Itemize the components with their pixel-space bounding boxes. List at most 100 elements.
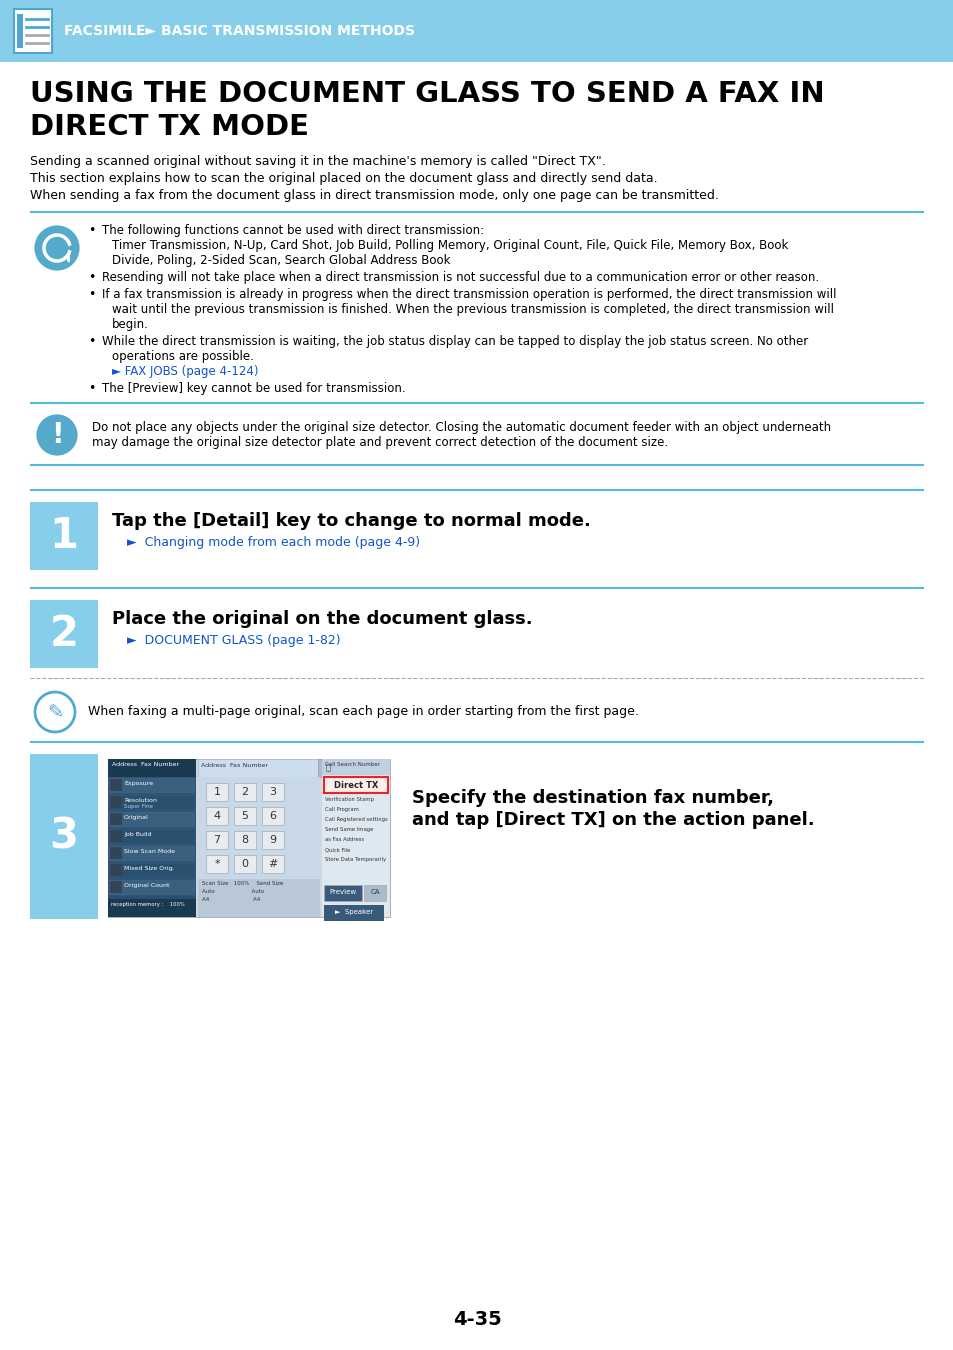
Text: Timer Transmission, N-Up, Card Shot, Job Build, Polling Memory, Original Count, : Timer Transmission, N-Up, Card Shot, Job…	[112, 239, 787, 252]
FancyBboxPatch shape	[317, 759, 337, 778]
FancyBboxPatch shape	[233, 783, 255, 801]
Text: CA: CA	[370, 890, 379, 895]
FancyBboxPatch shape	[198, 778, 319, 896]
FancyBboxPatch shape	[108, 899, 195, 917]
FancyBboxPatch shape	[110, 796, 122, 809]
Text: The [Preview] key cannot be used for transmission.: The [Preview] key cannot be used for tra…	[102, 382, 405, 396]
Text: 3: 3	[269, 787, 276, 796]
Text: begin.: begin.	[112, 319, 149, 331]
FancyBboxPatch shape	[324, 904, 384, 921]
FancyBboxPatch shape	[14, 9, 52, 53]
FancyBboxPatch shape	[262, 807, 284, 825]
Text: Mixed Size Orig.: Mixed Size Orig.	[124, 865, 174, 871]
Text: 1: 1	[213, 787, 220, 796]
Text: Resending will not take place when a direct transmission is not successful due t: Resending will not take place when a dir…	[102, 271, 819, 284]
Text: Scan Size   100%    Send Size: Scan Size 100% Send Size	[202, 882, 283, 886]
FancyBboxPatch shape	[108, 759, 195, 917]
Text: wait until the previous transmission is finished. When the previous transmission: wait until the previous transmission is …	[112, 302, 833, 316]
FancyBboxPatch shape	[206, 807, 228, 825]
FancyBboxPatch shape	[198, 879, 319, 917]
FancyBboxPatch shape	[30, 755, 98, 919]
Text: Exposure: Exposure	[124, 782, 153, 786]
Text: The following functions cannot be used with direct transmission:: The following functions cannot be used w…	[102, 224, 483, 238]
FancyBboxPatch shape	[110, 882, 122, 892]
FancyBboxPatch shape	[233, 855, 255, 873]
FancyBboxPatch shape	[233, 832, 255, 849]
Text: FACSIMILE► BASIC TRANSMISSION METHODS: FACSIMILE► BASIC TRANSMISSION METHODS	[64, 24, 415, 38]
Text: and tap [Direct TX] on the action panel.: and tap [Direct TX] on the action panel.	[412, 811, 814, 829]
Text: 2: 2	[50, 613, 78, 655]
FancyBboxPatch shape	[110, 813, 122, 825]
FancyBboxPatch shape	[262, 783, 284, 801]
Text: When faxing a multi-page original, scan each page in order starting from the fir: When faxing a multi-page original, scan …	[88, 705, 639, 718]
Text: Direct TX: Direct TX	[334, 782, 377, 790]
Text: Store Data Temporarily: Store Data Temporarily	[325, 857, 386, 863]
FancyBboxPatch shape	[0, 0, 953, 62]
FancyBboxPatch shape	[109, 863, 194, 878]
Text: 2: 2	[241, 787, 249, 796]
Text: Call Search Number: Call Search Number	[325, 761, 379, 767]
Text: Address  Fax Number: Address Fax Number	[201, 763, 268, 768]
Text: 6: 6	[269, 811, 276, 821]
Text: Place the original on the document glass.: Place the original on the document glass…	[112, 610, 532, 628]
Text: Original Count: Original Count	[124, 883, 170, 888]
Text: 3: 3	[50, 815, 78, 857]
FancyBboxPatch shape	[262, 855, 284, 873]
Text: Do not place any objects under the original size detector. Closing the automatic: Do not place any objects under the origi…	[91, 421, 830, 433]
FancyBboxPatch shape	[30, 599, 98, 668]
Text: •: •	[88, 271, 95, 284]
Text: ✎: ✎	[47, 703, 63, 722]
Text: Specify the destination fax number,: Specify the destination fax number,	[412, 788, 773, 807]
FancyBboxPatch shape	[17, 14, 23, 49]
FancyBboxPatch shape	[108, 759, 390, 917]
Text: 4-35: 4-35	[452, 1310, 501, 1328]
Text: ►  Speaker: ► Speaker	[335, 909, 373, 915]
Text: 🔍: 🔍	[325, 764, 330, 772]
Text: ► FAX JOBS (page 4-124): ► FAX JOBS (page 4-124)	[112, 364, 258, 378]
Circle shape	[33, 224, 81, 271]
FancyBboxPatch shape	[109, 829, 194, 844]
FancyBboxPatch shape	[110, 779, 122, 791]
FancyBboxPatch shape	[206, 783, 228, 801]
FancyBboxPatch shape	[109, 795, 194, 810]
FancyBboxPatch shape	[206, 832, 228, 849]
Text: 7: 7	[213, 836, 220, 845]
Text: Tap the [Detail] key to change to normal mode.: Tap the [Detail] key to change to normal…	[112, 512, 590, 531]
Text: Send Same Image: Send Same Image	[325, 828, 373, 832]
Text: A4                         A4: A4 A4	[202, 896, 260, 902]
Text: Original: Original	[124, 815, 149, 819]
FancyBboxPatch shape	[233, 807, 255, 825]
Text: may damage the original size detector plate and prevent correct detection of the: may damage the original size detector pl…	[91, 436, 667, 450]
FancyBboxPatch shape	[322, 759, 390, 775]
Text: ►  Changing mode from each mode (page 4-9): ► Changing mode from each mode (page 4-9…	[127, 536, 419, 549]
FancyBboxPatch shape	[110, 830, 122, 842]
Text: 1: 1	[50, 514, 78, 558]
FancyBboxPatch shape	[206, 855, 228, 873]
Text: Verification Stamp: Verification Stamp	[325, 796, 374, 802]
FancyBboxPatch shape	[109, 778, 194, 792]
FancyBboxPatch shape	[364, 886, 386, 900]
Text: Preview: Preview	[329, 890, 356, 895]
Text: Call Registered settings: Call Registered settings	[325, 817, 387, 822]
Text: •: •	[88, 382, 95, 396]
Text: reception memory :    100%: reception memory : 100%	[111, 902, 185, 907]
Text: If a fax transmission is already in progress when the direct transmission operat: If a fax transmission is already in prog…	[102, 288, 836, 301]
FancyBboxPatch shape	[109, 846, 194, 861]
Text: *: *	[214, 859, 219, 869]
FancyBboxPatch shape	[322, 759, 390, 917]
Text: •: •	[88, 288, 95, 301]
Text: This section explains how to scan the original placed on the document glass and : This section explains how to scan the or…	[30, 171, 657, 185]
Text: Address  Fax Number: Address Fax Number	[112, 761, 179, 767]
Text: Job Build: Job Build	[124, 832, 152, 837]
Text: #: #	[268, 859, 277, 869]
Text: While the direct transmission is waiting, the job status display can be tapped t: While the direct transmission is waiting…	[102, 335, 807, 348]
Text: Sending a scanned original without saving it in the machine's memory is called ": Sending a scanned original without savin…	[30, 155, 605, 167]
Text: •: •	[88, 224, 95, 238]
Text: 4: 4	[213, 811, 220, 821]
FancyBboxPatch shape	[262, 832, 284, 849]
Text: Auto                     Auto: Auto Auto	[202, 890, 264, 894]
Text: •: •	[88, 335, 95, 348]
Text: USING THE DOCUMENT GLASS TO SEND A FAX IN: USING THE DOCUMENT GLASS TO SEND A FAX I…	[30, 80, 823, 108]
Text: Quick File: Quick File	[325, 846, 350, 852]
Text: 8: 8	[241, 836, 249, 845]
